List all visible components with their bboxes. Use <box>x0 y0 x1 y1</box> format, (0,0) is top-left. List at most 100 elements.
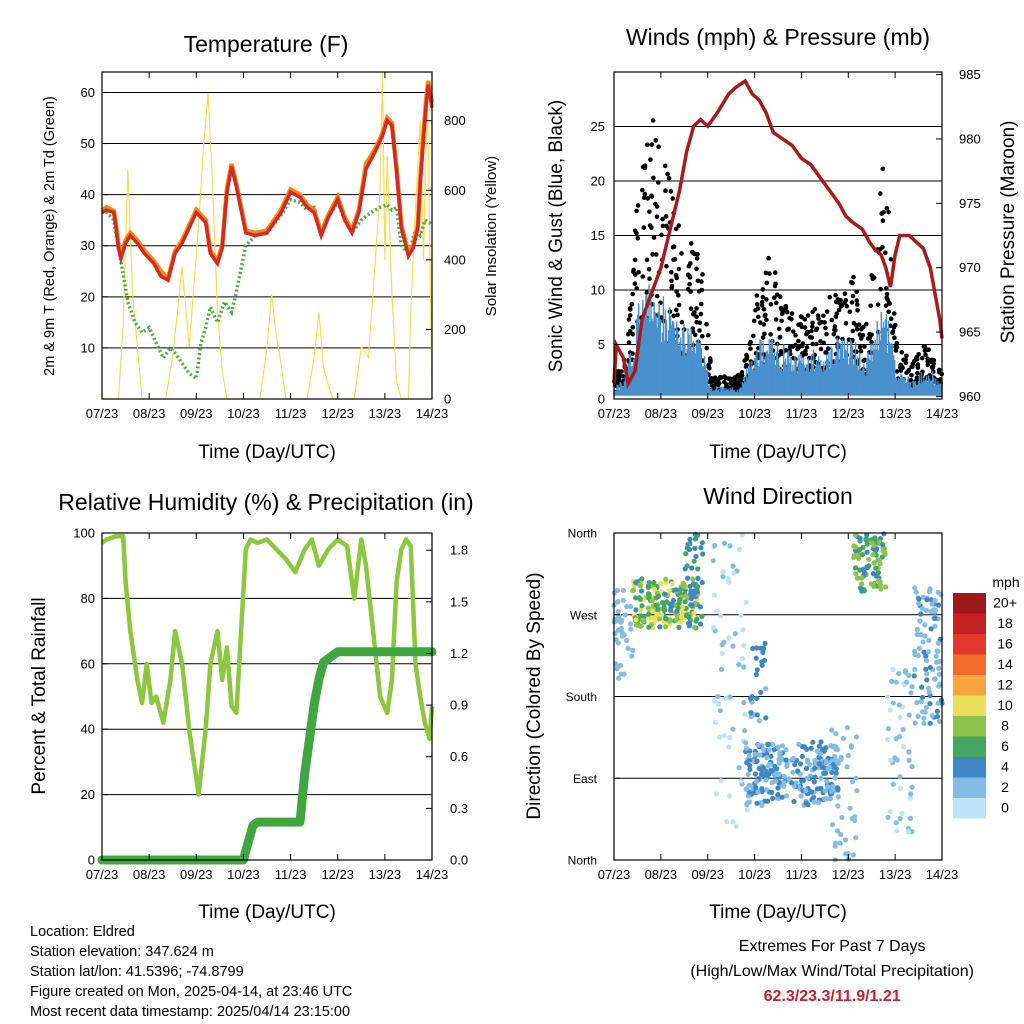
direction-point <box>754 800 760 806</box>
direction-point <box>625 645 631 652</box>
direction-point <box>753 655 759 661</box>
gust-point <box>800 341 806 346</box>
gust-point <box>831 331 837 337</box>
direction-point <box>781 779 787 785</box>
direction-point <box>817 751 824 757</box>
direction-point <box>853 775 859 781</box>
direction-point <box>855 555 862 561</box>
direction-point <box>676 624 682 631</box>
direction-point <box>754 758 760 764</box>
direction-point <box>906 749 912 755</box>
direction-point <box>628 626 634 632</box>
direction-point <box>937 681 943 687</box>
gust-point <box>709 376 714 381</box>
direction-point <box>893 679 899 685</box>
direction-point <box>927 701 933 707</box>
direction-point <box>885 726 892 732</box>
direction-point <box>900 726 906 733</box>
direction-point <box>851 554 857 561</box>
gust-point <box>791 329 796 334</box>
direction-point <box>818 775 824 781</box>
gust-point <box>690 329 696 335</box>
direction-point <box>674 613 681 619</box>
direction-point <box>923 666 929 672</box>
gust-point <box>695 278 701 284</box>
gust-point <box>839 303 845 308</box>
direction-point <box>765 741 772 748</box>
x-tick-label: 09/23 <box>180 867 213 882</box>
gust-point <box>670 196 675 201</box>
gust-point <box>809 335 815 340</box>
direction-point <box>909 784 915 790</box>
direction-point <box>641 617 647 624</box>
direction-point <box>829 822 836 828</box>
station-location: Location: Eldred <box>30 924 135 940</box>
gust-point <box>659 315 664 320</box>
direction-point <box>654 612 660 618</box>
humidity-line <box>100 534 435 797</box>
gust-point <box>914 375 920 381</box>
y-tick-label: 25 <box>591 119 605 134</box>
direction-point <box>688 588 694 594</box>
direction-point <box>658 612 665 618</box>
direction-point <box>615 599 621 605</box>
direction-point <box>804 746 810 752</box>
direction-point <box>900 743 907 750</box>
gust-point <box>779 318 784 324</box>
direction-point <box>918 611 924 617</box>
legend-label: 0 <box>1001 800 1009 816</box>
gust-point <box>886 209 891 215</box>
gust-point <box>651 175 656 181</box>
direction-point <box>887 809 893 815</box>
gust-point <box>736 383 742 388</box>
y-tick-label: 40 <box>81 187 95 202</box>
direction-point <box>932 615 938 621</box>
gust-point <box>686 263 692 269</box>
gust-point <box>912 358 917 364</box>
x-tick-label: 11/23 <box>275 406 307 421</box>
direction-point <box>633 617 639 623</box>
gust-point <box>884 205 890 211</box>
direction-point <box>755 742 762 748</box>
gust-point <box>926 347 931 353</box>
x-tick-label: 08/23 <box>645 406 678 421</box>
temperature-panel: Temperature (F) 07/23 08/23 09/23 10/23 11/2… <box>42 31 500 463</box>
gust-point <box>823 350 828 355</box>
direction-point <box>812 765 818 772</box>
direction-point <box>915 713 921 720</box>
direction-point <box>825 784 831 790</box>
direction-point <box>840 735 847 742</box>
direction-point <box>767 761 773 767</box>
direction-point <box>857 535 863 541</box>
gust-point <box>779 307 785 313</box>
gust-point <box>886 300 892 306</box>
direction-point <box>763 777 769 783</box>
winds-xlabel: Time (Day/UTC) <box>709 442 847 463</box>
direction-point <box>753 671 759 678</box>
gust-point <box>671 244 677 249</box>
direction-point <box>870 552 876 558</box>
gust-point <box>760 294 766 300</box>
direction-point <box>790 755 796 762</box>
direction-point <box>720 569 726 575</box>
gust-point <box>804 345 810 350</box>
x-tick-label: 08/23 <box>133 406 166 421</box>
gust-point <box>857 344 863 350</box>
direction-point <box>932 597 938 604</box>
direction-point <box>853 734 860 740</box>
direction-point <box>919 694 926 700</box>
direction-point <box>727 793 733 799</box>
direction-point <box>670 597 677 604</box>
gust-point <box>700 334 705 339</box>
direction-point <box>908 791 914 797</box>
y-tick-label: 20 <box>81 787 95 802</box>
direction-point <box>861 588 867 594</box>
direction-point <box>684 563 690 569</box>
gust-point <box>883 250 888 255</box>
precipitation-line <box>97 647 437 865</box>
gust-point <box>751 333 756 339</box>
direction-point <box>738 778 744 784</box>
direction-point <box>752 771 759 777</box>
gust-point <box>851 320 857 326</box>
gust-point <box>881 210 886 215</box>
